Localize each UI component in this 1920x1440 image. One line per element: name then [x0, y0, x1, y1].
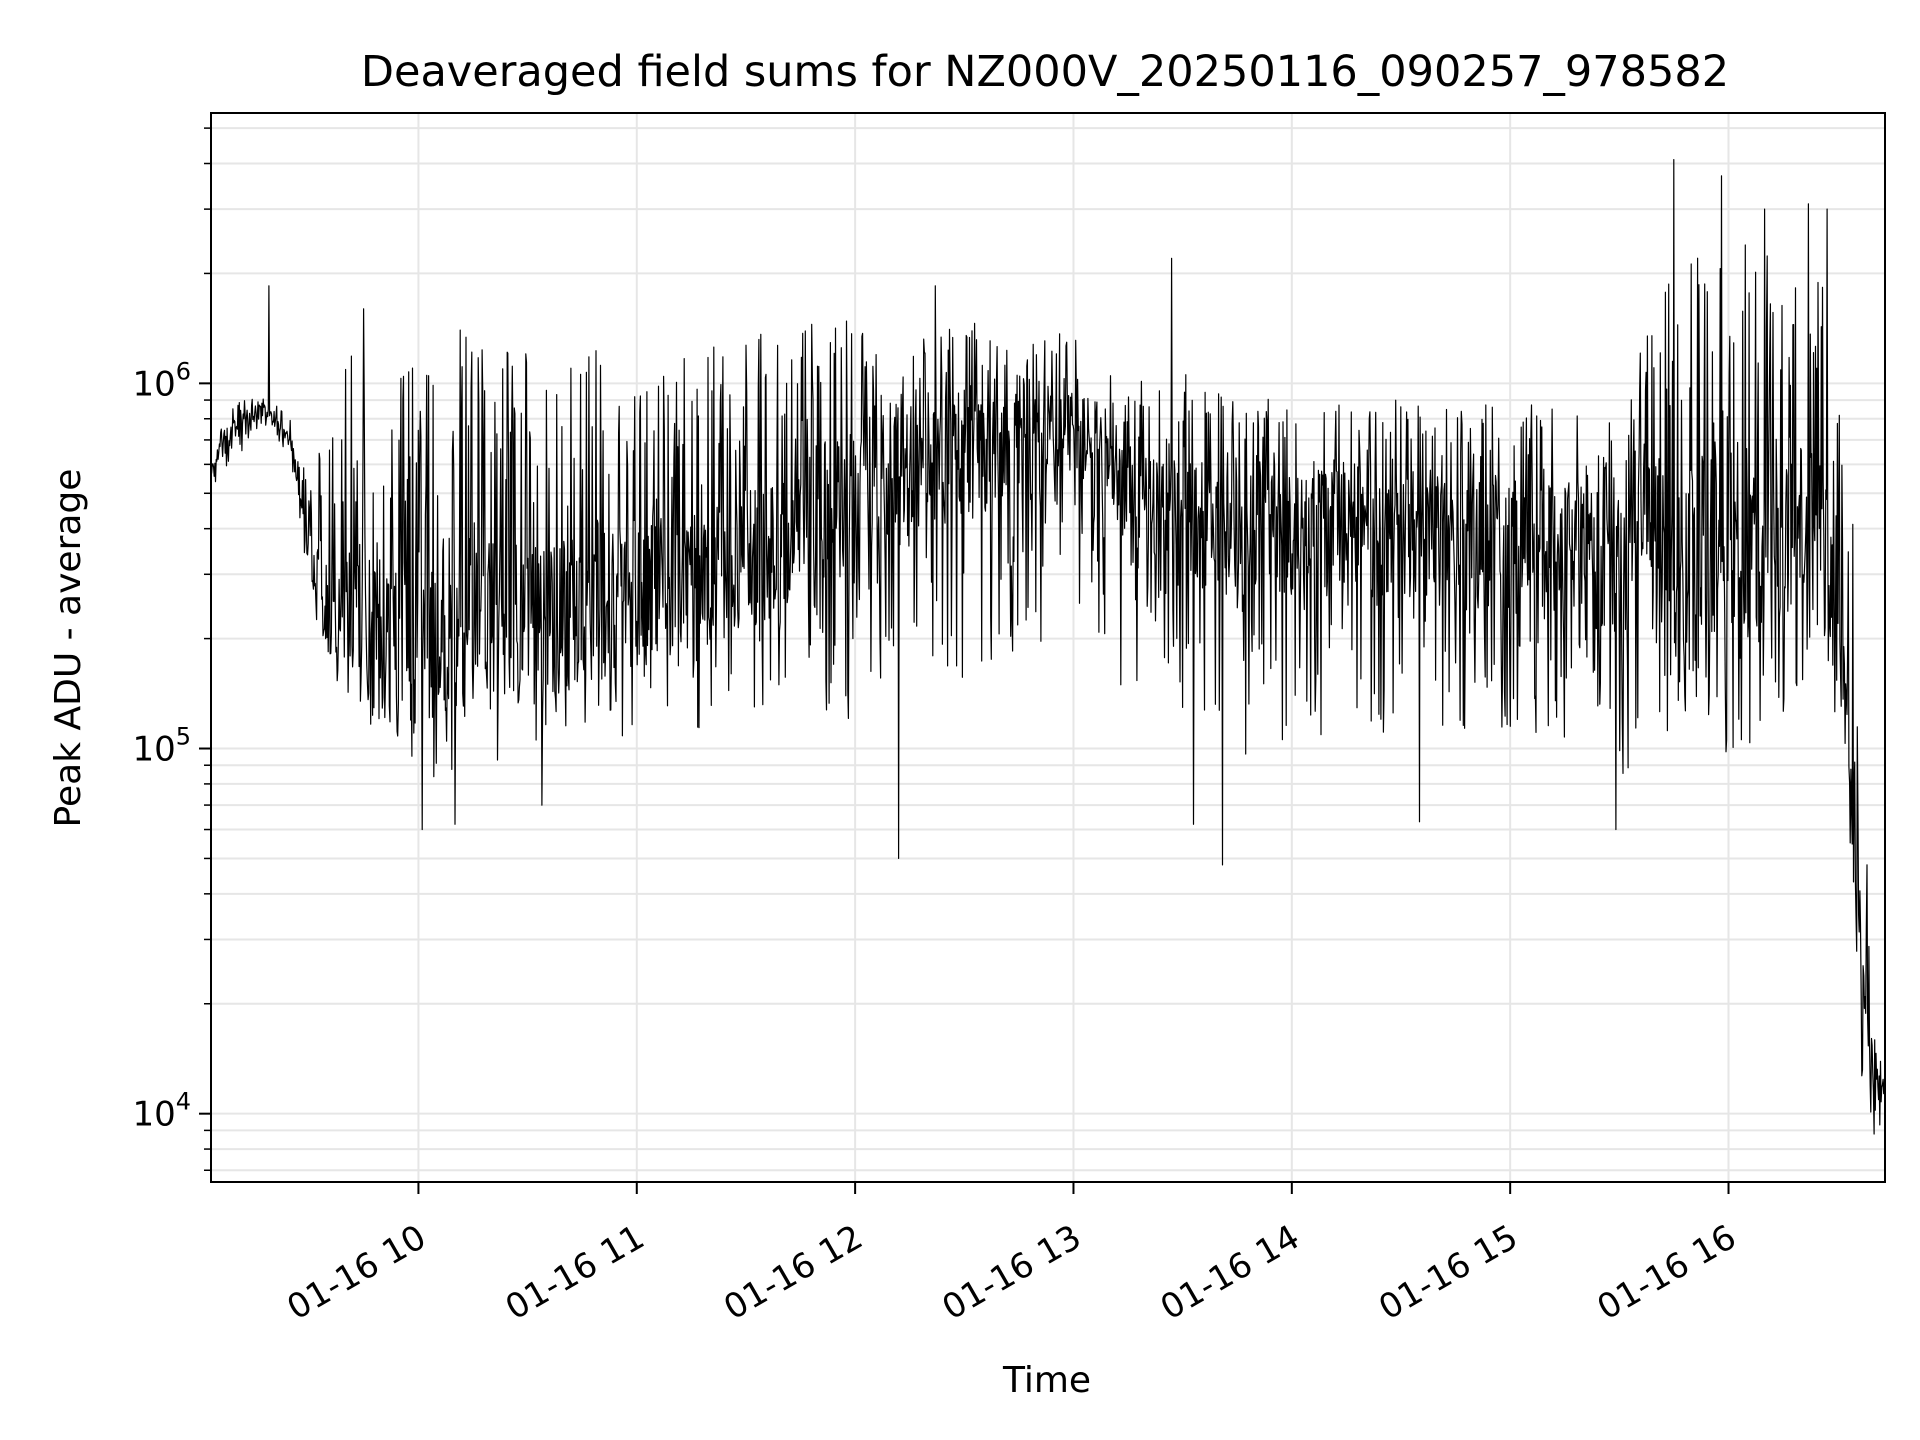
y-axis-ticks: 104 105 106 — [132, 127, 211, 1171]
chart-title: Deaveraged field sums for NZ000V_2025011… — [361, 47, 1729, 97]
y-axis-label: Peak ADU - average — [48, 469, 89, 828]
grid-major — [211, 113, 1885, 1182]
x-axis-label: Time — [1002, 1360, 1091, 1401]
y-tick-label: 104 — [132, 1088, 191, 1135]
y-tick-label: 106 — [132, 357, 191, 404]
y-tick-label: 105 — [132, 723, 191, 770]
axes-frame — [210, 112, 1886, 1183]
plot-area — [210, 159, 1886, 1135]
series-line — [210, 159, 1886, 1135]
